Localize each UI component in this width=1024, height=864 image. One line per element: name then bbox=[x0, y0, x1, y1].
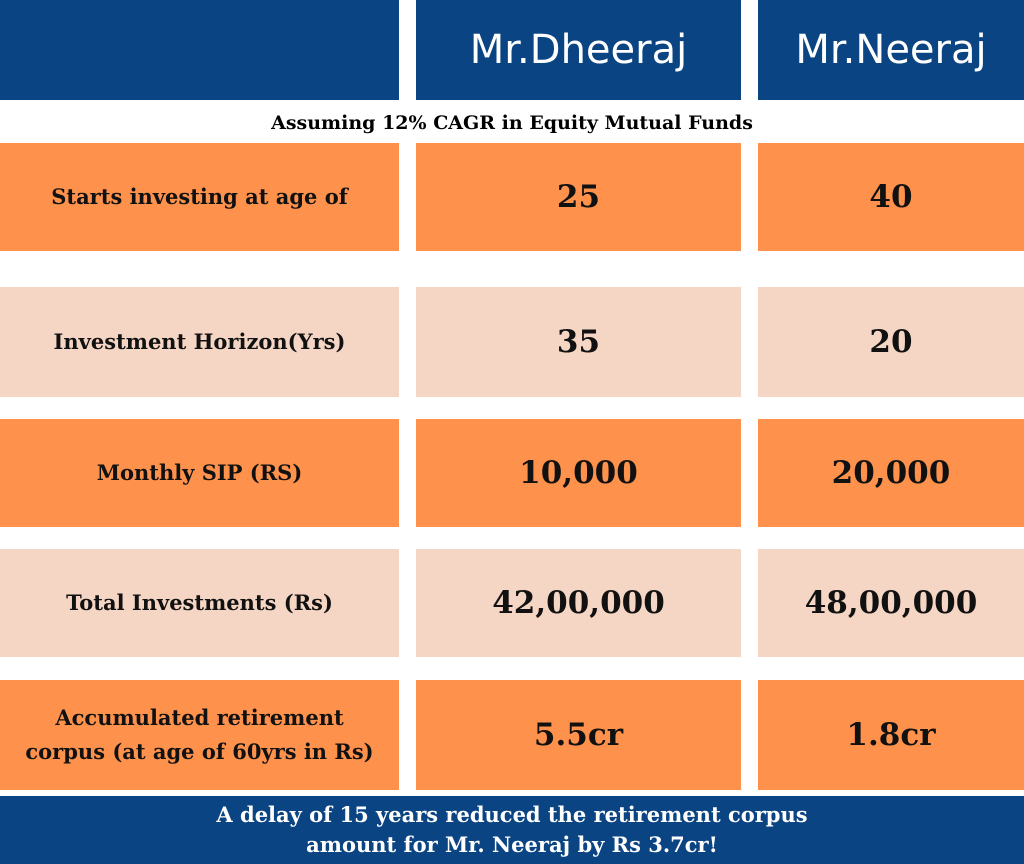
row-value: 10,000 bbox=[416, 419, 741, 527]
row-value: 20 bbox=[758, 287, 1024, 397]
footer-line: A delay of 15 years reduced the retireme… bbox=[216, 801, 808, 827]
column-header: Mr.Dheeraj bbox=[416, 0, 741, 100]
row-value: 5.5cr bbox=[416, 680, 741, 790]
header-blank bbox=[0, 0, 399, 100]
row-label: Investment Horizon(Yrs) bbox=[0, 287, 399, 397]
row-label: Accumulated retirement corpus (at age of… bbox=[0, 680, 399, 790]
subtitle: Assuming 12% CAGR in Equity Mutual Funds bbox=[271, 112, 753, 134]
row-label: Monthly SIP (RS) bbox=[0, 419, 399, 527]
row-value: 48,00,000 bbox=[758, 549, 1024, 657]
row-label: Total Investments (Rs) bbox=[0, 549, 399, 657]
footer: A delay of 15 years reduced the retireme… bbox=[0, 796, 1024, 864]
row-value: 1.8cr bbox=[758, 680, 1024, 790]
row-value: 40 bbox=[758, 143, 1024, 251]
row-value: 20,000 bbox=[758, 419, 1024, 527]
row-value: 42,00,000 bbox=[416, 549, 741, 657]
row-value: 25 bbox=[416, 143, 741, 251]
footer-line: amount for Mr. Neeraj by Rs 3.7cr! bbox=[306, 832, 718, 857]
column-header: Mr.Neeraj bbox=[758, 0, 1024, 100]
row-label: Starts investing at age of bbox=[0, 143, 399, 251]
row-value: 35 bbox=[416, 287, 741, 397]
